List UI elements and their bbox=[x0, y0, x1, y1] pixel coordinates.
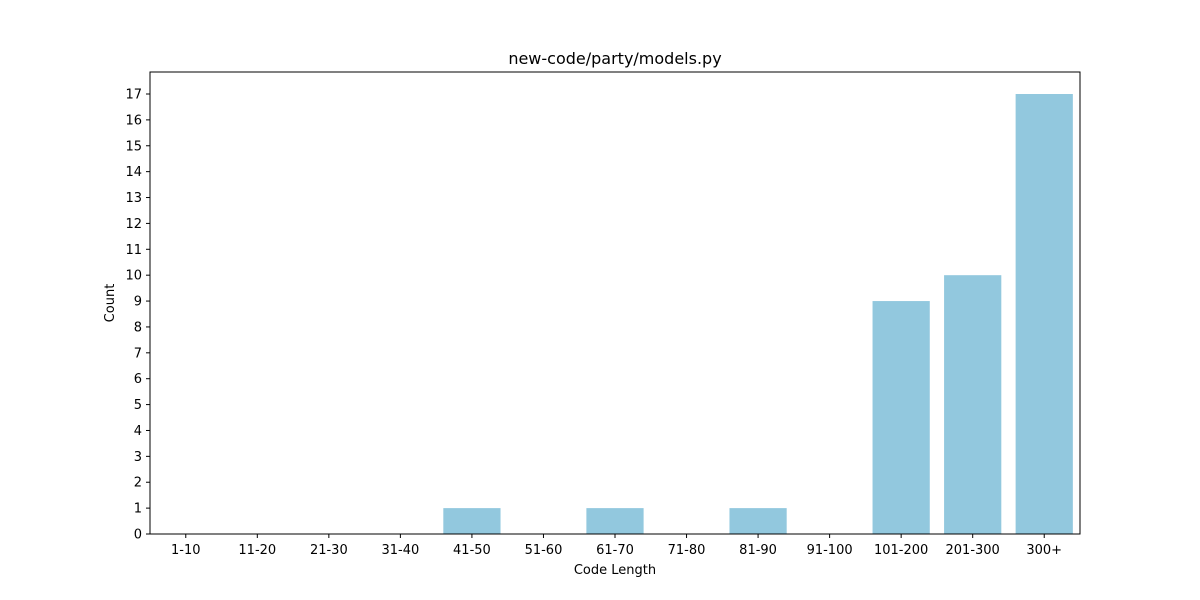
x-tick-label: 51-60 bbox=[525, 543, 563, 558]
x-tick-label: 91-100 bbox=[807, 543, 853, 558]
y-tick-label: 4 bbox=[134, 424, 142, 439]
y-tick-label: 13 bbox=[125, 191, 142, 206]
x-tick-label: 41-50 bbox=[453, 543, 491, 558]
x-tick-label: 81-90 bbox=[739, 543, 777, 558]
y-tick-label: 10 bbox=[125, 269, 142, 284]
x-tick-label: 101-200 bbox=[874, 543, 928, 558]
y-tick-label: 3 bbox=[134, 450, 142, 465]
y-tick-label: 17 bbox=[125, 88, 142, 103]
y-tick-label: 5 bbox=[134, 398, 142, 413]
x-tick-label: 201-300 bbox=[946, 543, 1000, 558]
x-tick-label: 11-20 bbox=[238, 543, 276, 558]
bar-41-50 bbox=[443, 508, 501, 534]
y-tick-label: 2 bbox=[134, 476, 142, 491]
chart-title: new-code/party/models.py bbox=[508, 49, 721, 68]
y-tick-label: 6 bbox=[134, 372, 142, 387]
x-tick-label: 31-40 bbox=[381, 543, 419, 558]
x-tick-label: 71-80 bbox=[668, 543, 706, 558]
y-tick-label: 11 bbox=[125, 243, 142, 258]
y-axis-label: Count bbox=[103, 284, 118, 323]
y-tick-label: 1 bbox=[134, 502, 142, 517]
bar-201-300 bbox=[944, 275, 1002, 534]
y-tick-label: 0 bbox=[134, 528, 142, 543]
y-tick-label: 15 bbox=[125, 139, 142, 154]
y-tick-label: 16 bbox=[125, 113, 142, 128]
plot-area-frame bbox=[149, 71, 1081, 535]
y-tick-label: 14 bbox=[125, 165, 142, 180]
bar-61-70 bbox=[586, 508, 644, 534]
x-tick-label: 300+ bbox=[1026, 543, 1062, 558]
y-tick-label: 8 bbox=[134, 320, 142, 335]
bar-300+ bbox=[1015, 94, 1073, 534]
bar-81-90 bbox=[729, 508, 787, 534]
y-tick-label: 12 bbox=[125, 217, 142, 232]
bars-group bbox=[443, 94, 1073, 534]
y-tick-label: 7 bbox=[134, 346, 142, 361]
x-tick-label: 21-30 bbox=[310, 543, 348, 558]
x-axis-label: Code Length bbox=[574, 563, 656, 578]
bar-101-200 bbox=[872, 301, 930, 534]
y-tick-label: 9 bbox=[134, 295, 142, 310]
x-axis-ticks: 1-10 11-20 21-30 31-40 41-50 51-60 61-70 71-80 8… bbox=[171, 534, 1062, 558]
x-tick-label: 1-10 bbox=[171, 543, 201, 558]
x-tick-label: 61-70 bbox=[596, 543, 634, 558]
